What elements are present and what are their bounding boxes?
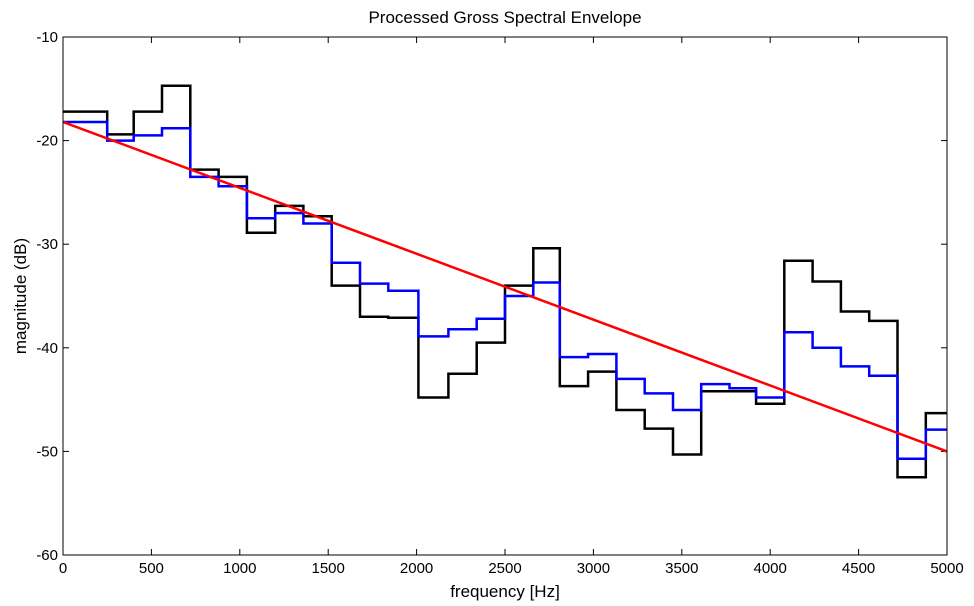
y-tick-label: -40 xyxy=(36,340,58,357)
y-axis-title: magnitude (dB) xyxy=(11,238,30,354)
x-tick-label: 500 xyxy=(139,560,164,577)
y-tick-label: -30 xyxy=(36,236,58,253)
x-tick-label: 2000 xyxy=(400,560,433,577)
x-tick-label: 1500 xyxy=(312,560,345,577)
x-tick-label: 5000 xyxy=(930,560,963,577)
x-tick-label: 3500 xyxy=(665,560,698,577)
y-tick-label: -10 xyxy=(36,29,58,46)
x-tick-label: 0 xyxy=(59,560,67,577)
x-tick-label: 3000 xyxy=(577,560,610,577)
y-tick-label: -20 xyxy=(36,133,58,150)
x-tick-label: 4500 xyxy=(842,560,875,577)
x-tick-label: 1000 xyxy=(223,560,256,577)
chart-title: Processed Gross Spectral Envelope xyxy=(368,8,641,27)
x-tick-label: 4000 xyxy=(754,560,787,577)
x-axis-title: frequency [Hz] xyxy=(450,582,560,601)
x-tick-label: 2500 xyxy=(488,560,521,577)
y-tick-label: -50 xyxy=(36,443,58,460)
y-tick-label: -60 xyxy=(36,547,58,564)
